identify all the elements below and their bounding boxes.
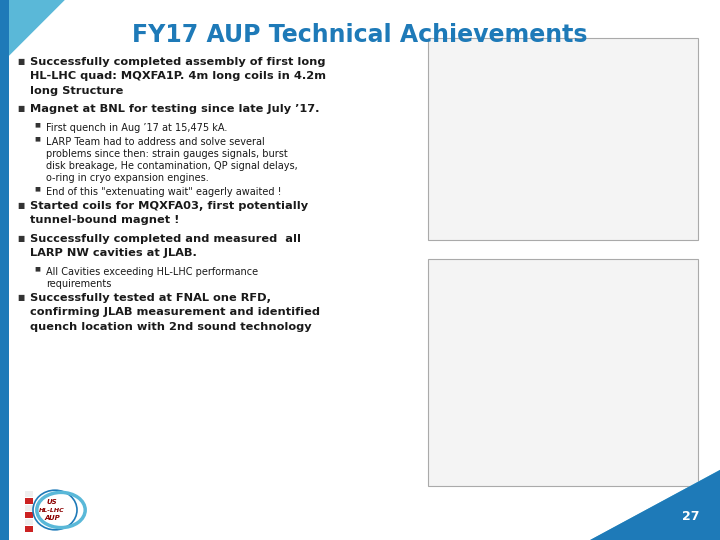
Bar [25,498,33,504]
Text: ■: ■ [34,267,40,272]
Text: LARP Team had to address and solve several: LARP Team had to address and solve sever… [46,137,265,147]
Text: long Structure: long Structure [30,86,123,96]
Text: ■: ■ [17,104,24,113]
Text: HL-LHC quad: MQXFA1P. 4m long coils in 4.2m: HL-LHC quad: MQXFA1P. 4m long coils in 4… [30,71,326,81]
Bar [25,512,33,518]
Text: AUP: AUP [44,515,60,521]
Text: Successfully completed assembly of first long: Successfully completed assembly of first… [30,57,325,67]
Text: LARP NW cavities at JLAB.: LARP NW cavities at JLAB. [30,248,197,258]
Polygon shape [590,470,720,540]
Text: HL-LHC: HL-LHC [39,508,65,512]
Text: FY17 AUP Technical Achievements: FY17 AUP Technical Achievements [132,23,588,47]
Text: All Cavities exceeding HL-LHC performance: All Cavities exceeding HL-LHC performanc… [46,267,258,276]
Text: requirements: requirements [46,279,112,289]
Polygon shape [504,470,720,540]
Text: US: US [47,499,58,505]
Text: ■: ■ [17,57,24,66]
Text: tunnel-bound magnet !: tunnel-bound magnet ! [30,215,179,225]
Text: ■: ■ [34,137,40,141]
Bar [25,491,33,497]
Bar [25,519,33,525]
Text: problems since then: strain gauges signals, burst: problems since then: strain gauges signa… [46,148,288,159]
Text: disk breakage, He contamination, QP signal delays,: disk breakage, He contamination, QP sign… [46,161,298,171]
Polygon shape [0,0,50,119]
Text: 27: 27 [683,510,700,523]
Bar [0,0,9,540]
Text: First quench in Aug ’17 at 15,475 kA.: First quench in Aug ’17 at 15,475 kA. [46,123,228,133]
Text: o-ring in cryo expansion engines.: o-ring in cryo expansion engines. [46,173,209,183]
Text: confirming JLAB measurement and identified: confirming JLAB measurement and identifi… [30,307,320,317]
Text: ■: ■ [34,187,40,192]
Text: End of this "extenuating wait" eagerly awaited !: End of this "extenuating wait" eagerly a… [46,187,282,197]
Text: ■: ■ [17,234,24,242]
Text: Magnet at BNL for testing since late July ’17.: Magnet at BNL for testing since late Jul… [30,104,320,114]
Bar [428,259,698,486]
Polygon shape [0,0,65,65]
Ellipse shape [33,490,77,530]
Text: Successfully tested at FNAL one RFD,: Successfully tested at FNAL one RFD, [30,293,271,303]
Bar [25,526,33,532]
Text: Started coils for MQXFA03, first potentially: Started coils for MQXFA03, first potenti… [30,201,308,211]
Text: quench location with 2nd sound technology: quench location with 2nd sound technolog… [30,322,312,332]
Text: ■: ■ [17,293,24,302]
Text: Successfully completed and measured  all: Successfully completed and measured all [30,234,301,244]
Bar [428,38,698,240]
Text: ■: ■ [34,123,40,127]
Bar [25,505,33,511]
Text: ■: ■ [17,201,24,210]
